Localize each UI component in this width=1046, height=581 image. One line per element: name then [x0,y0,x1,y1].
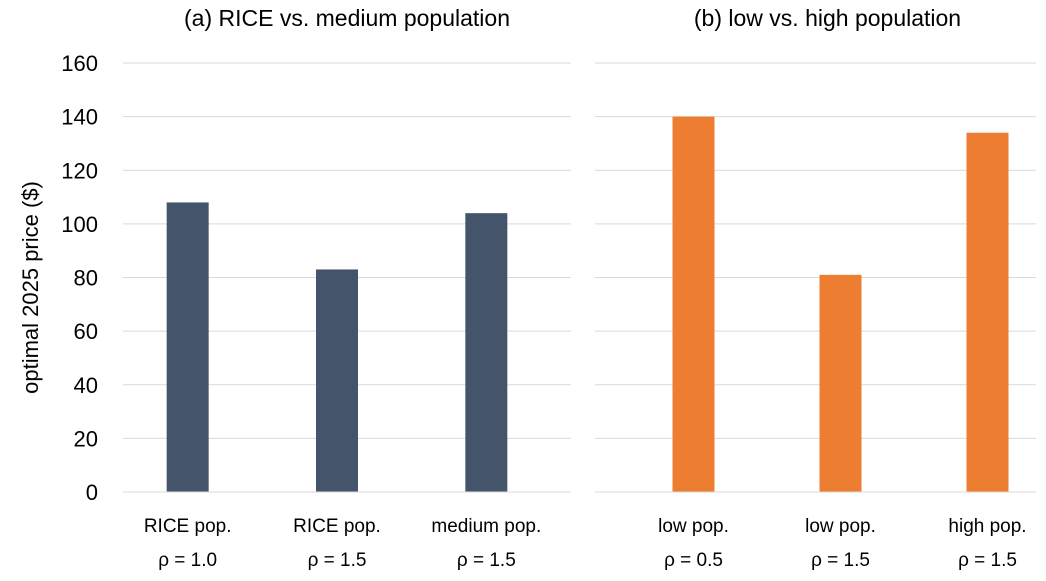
bar [465,213,508,492]
y-tick-label: 20 [74,426,98,451]
y-tick-label: 0 [86,480,98,505]
gridlines [123,62,1036,439]
x-tick-label: high pop. [948,516,1026,537]
y-axis-label: optimal 2025 price ($) [18,181,43,394]
bar [166,202,209,493]
y-tick-label: 140 [61,105,98,130]
y-tick-label: 120 [61,158,98,183]
x-tick-sublabel: ρ = 0.5 [664,550,723,571]
x-tick-label: low pop. [805,516,876,537]
bars [166,116,1009,493]
panel-title: (b) low vs. high population [694,5,961,31]
x-tick-label: RICE pop. [293,516,381,537]
x-tick-sublabel: ρ = 1.5 [457,550,516,571]
panel-title: (a) RICE vs. medium population [184,5,510,31]
x-tick-sublabel: ρ = 1.5 [958,550,1017,571]
x-tick-sublabel: ρ = 1.5 [811,550,870,571]
bar [672,116,715,492]
x-tick-sublabel: ρ = 1.5 [308,550,367,571]
y-tick-label: 60 [74,319,98,344]
labels: 0 20 40 60 80 100 120 140 160 optimal 2025 price … [18,5,1027,571]
x-tick-label: low pop. [658,516,729,537]
bar [966,132,1009,492]
bar [819,274,862,492]
x-tick-label: RICE pop. [144,516,232,537]
x-tick-label: medium pop. [431,516,541,537]
y-tick-label: 100 [61,212,98,237]
y-tick-label: 160 [61,51,98,76]
y-tick-label: 40 [74,373,98,398]
y-tick-label: 80 [74,266,98,291]
bar [316,269,358,492]
x-tick-sublabel: ρ = 1.0 [158,550,217,571]
